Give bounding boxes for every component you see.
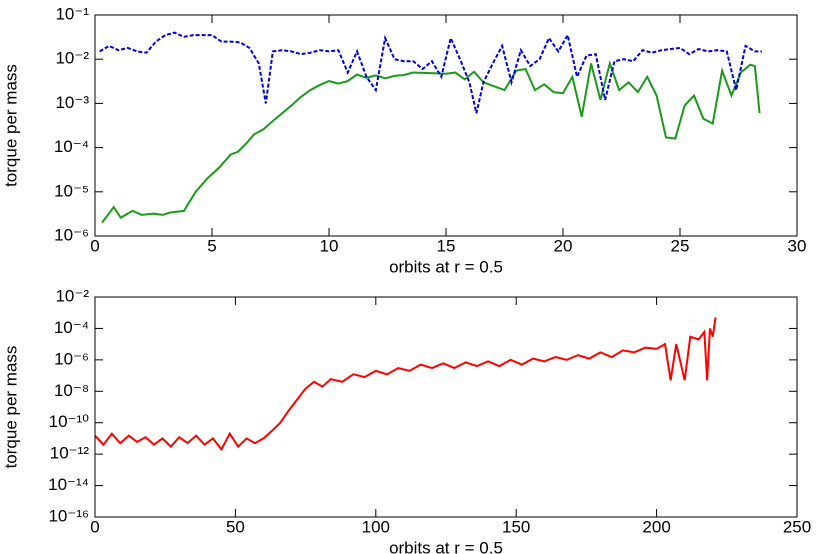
y-tick-label: 10⁻² bbox=[55, 286, 89, 305]
x-tick-label: 10 bbox=[320, 236, 339, 255]
x-tick-label: 20 bbox=[554, 236, 573, 255]
x-tick-label: 25 bbox=[671, 236, 690, 255]
y-tick-label: 10⁻² bbox=[55, 49, 89, 68]
y-tick-label: 10⁻⁸ bbox=[54, 381, 89, 400]
y-tick-label: 10⁻¹⁰ bbox=[49, 412, 90, 431]
x-tick-label: 15 bbox=[437, 236, 456, 255]
x-axis-label: orbits at r = 0.5 bbox=[389, 538, 503, 554]
y-tick-label: 10⁻⁵ bbox=[54, 181, 89, 200]
x-tick-label: 0 bbox=[90, 517, 99, 536]
x-tick-label: 50 bbox=[226, 517, 245, 536]
y-tick-label: 10⁻⁴ bbox=[54, 318, 89, 337]
plot-frame bbox=[94, 296, 798, 518]
y-tick-label: 10⁻¹ bbox=[55, 4, 89, 23]
y-tick-label: 10⁻⁶ bbox=[54, 349, 89, 368]
plot-frame bbox=[94, 14, 798, 237]
y-tick-label: 10⁻⁶ bbox=[54, 225, 89, 244]
y-tick-label: 10⁻¹² bbox=[50, 444, 90, 463]
y-axis-label: torque per mass bbox=[1, 346, 20, 469]
x-tick-label: 200 bbox=[642, 517, 670, 536]
x-tick-label: 5 bbox=[207, 236, 216, 255]
data-line bbox=[94, 317, 717, 452]
y-tick-label: 10⁻³ bbox=[55, 93, 89, 112]
x-tick-label: 150 bbox=[502, 517, 530, 536]
y-tick-label: 10⁻⁴ bbox=[54, 137, 89, 156]
x-tick-label: 250 bbox=[783, 517, 811, 536]
y-axis-label: torque per mass bbox=[1, 64, 20, 187]
data-line bbox=[99, 31, 762, 114]
x-tick-label: 30 bbox=[788, 236, 807, 255]
x-tick-label: 0 bbox=[90, 236, 99, 255]
x-tick-label: 100 bbox=[362, 517, 390, 536]
y-tick-label: 10⁻¹⁶ bbox=[48, 506, 89, 525]
y-tick-label: 10⁻¹⁴ bbox=[48, 475, 89, 494]
x-axis-label: orbits at r = 0.5 bbox=[389, 257, 503, 276]
data-line bbox=[101, 60, 761, 224]
